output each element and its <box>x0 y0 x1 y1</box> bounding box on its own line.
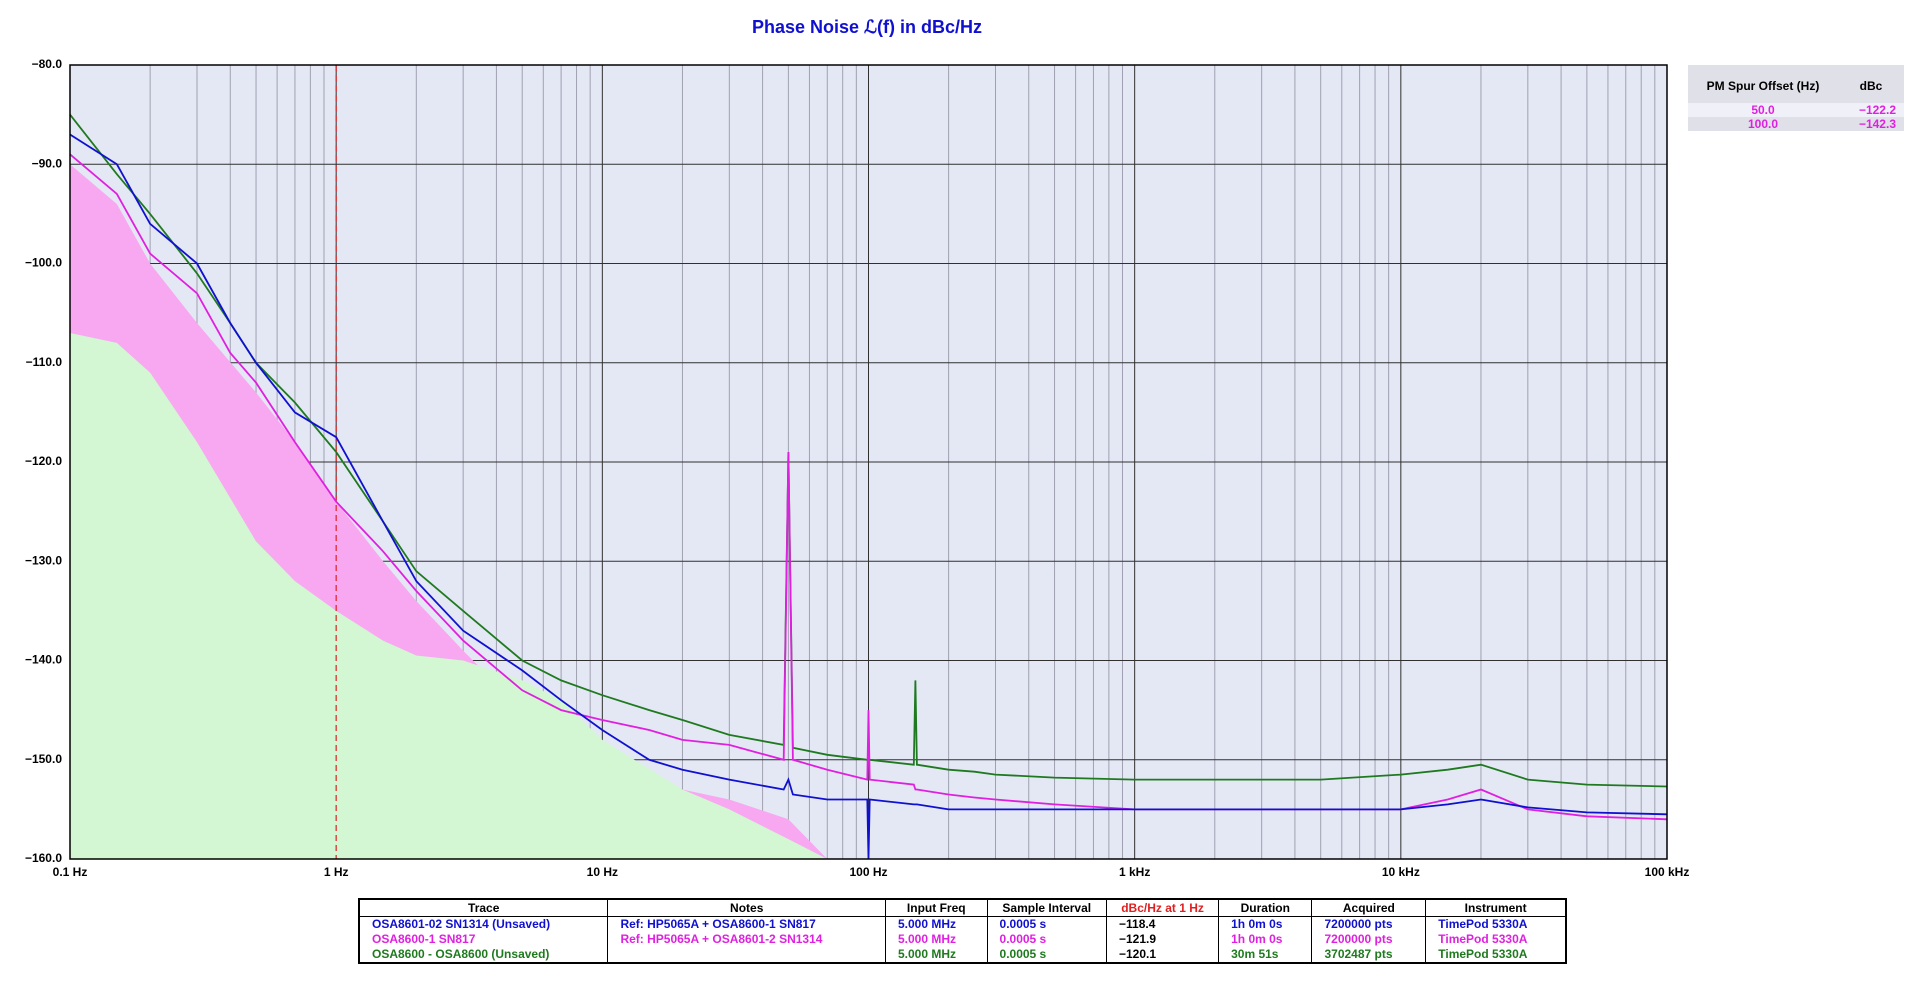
x-tick-label: 100 kHz <box>1645 865 1690 879</box>
cell: TimePod 5330A <box>1425 916 1567 932</box>
cell: 3702487 pts <box>1311 947 1427 963</box>
header-cell: Notes <box>607 898 886 917</box>
header-cell: PM Spur Offset (Hz) <box>1706 79 1820 93</box>
cell: 0.0005 s <box>986 916 1108 932</box>
cell: OSA8600-1 SN817 <box>358 932 609 947</box>
cell: 5.000 MHz <box>885 916 988 932</box>
cell: 50.0 <box>1688 103 1839 117</box>
cell: 30m 51s <box>1218 947 1313 963</box>
area <box>70 332 869 860</box>
y-tick-label: −130.0 <box>25 553 62 567</box>
x-tick-label: 1 Hz <box>324 865 349 879</box>
header-cell: Trace <box>358 898 609 917</box>
cell: OSA8600 - OSA8600 (Unsaved) <box>358 947 609 963</box>
y-tick-label: −150.0 <box>25 752 62 766</box>
y-tick-label: −160.0 <box>25 851 62 865</box>
cell: OSA8601-02 SN1314 (Unsaved) <box>358 916 609 932</box>
cell: −121.9 <box>1105 932 1220 947</box>
cell: 5.000 MHz <box>885 947 988 963</box>
y-tick-label: −80.0 <box>32 57 63 71</box>
cell: −122.2 <box>1838 103 1904 117</box>
row: OSA8601-02 SN1314 (Unsaved) Ref: HP5065A … <box>358 916 1567 932</box>
header-row: PM Spur Offset (Hz) dBc <box>1688 65 1904 103</box>
header-cell: Instrument <box>1425 898 1567 917</box>
cell: −120.1 <box>1105 947 1220 963</box>
row: 50.0 −122.2 <box>1688 103 1904 117</box>
series-line <box>69 114 1668 788</box>
cell: 7200000 pts <box>1311 932 1427 947</box>
header-row: Trace Notes Input Freq Sample Interval dBc/H… <box>358 898 1567 917</box>
header-cell: dBc/Hz at 1 Hz <box>1105 898 1220 917</box>
cell: 1h 0m 0s <box>1218 932 1313 947</box>
x-tick-label: 10 kHz <box>1382 865 1420 879</box>
y-tick-label: −110.0 <box>26 355 63 369</box>
y-tick-label: −100.0 <box>25 256 62 270</box>
row: 100.0 −142.3 <box>1688 117 1904 131</box>
x-tick-label: 10 Hz <box>587 865 618 879</box>
row: OSA8600-1 SN817 Ref: HP5065A + OSA8601-2 … <box>358 932 1567 947</box>
y-tick-label: −140.0 <box>25 653 62 667</box>
cell: 7200000 pts <box>1311 916 1427 932</box>
cell <box>607 947 886 963</box>
cell: 1h 0m 0s <box>1218 916 1313 932</box>
row: OSA8600 - OSA8600 (Unsaved) 5.000 MHz 0.00… <box>358 947 1567 963</box>
cell: −142.3 <box>1858 117 1896 131</box>
spur-table: PM Spur Offset (Hz) dBc 50.0 −122.2 100.0 −14… <box>1688 65 1904 131</box>
cell: Ref: HP5065A + OSA8601-2 SN1314 <box>607 932 886 947</box>
x-tick-label: 1 kHz <box>1119 865 1150 879</box>
header-cell: Sample Interval <box>986 898 1108 917</box>
cell: TimePod 5330A <box>1425 947 1567 963</box>
x-tick-label: 100 Hz <box>849 865 887 879</box>
trace-table: Trace Notes Input Freq Sample Interval dBc/H… <box>358 898 1567 964</box>
x-tick-label: 0.1 Hz <box>53 865 88 879</box>
cell: 100.0 <box>1748 117 1779 131</box>
plot-frame <box>69 64 1668 860</box>
header-cell: Input Freq <box>885 898 988 917</box>
cell: 5.000 MHz <box>885 932 988 947</box>
header-cell: dBc <box>1859 79 1883 93</box>
chart-title: Phase Noise ℒ(f) in dBc/Hz <box>752 17 982 37</box>
cell: −118.4 <box>1105 916 1220 932</box>
cell: 0.0005 s <box>986 932 1108 947</box>
series-line <box>69 133 1668 860</box>
cell: TimePod 5330A <box>1425 932 1567 947</box>
header-cell: Duration <box>1218 898 1313 917</box>
y-tick-label: −120.0 <box>25 454 62 468</box>
y-tick-label: −90.0 <box>32 156 63 170</box>
cell: Ref: HP5065A + OSA8600-1 SN817 <box>607 916 886 932</box>
cell: 0.0005 s <box>986 947 1108 963</box>
header-cell: Acquired <box>1311 898 1427 917</box>
